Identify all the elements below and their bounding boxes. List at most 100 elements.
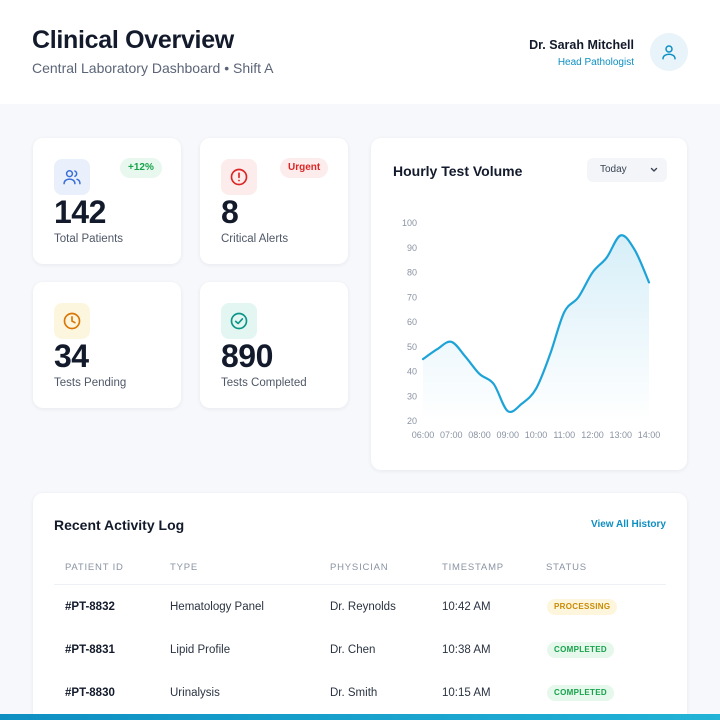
users-icon-box [54,159,90,195]
check-icon-box [221,303,257,339]
hourly-volume-chart: 20 30 40 50 60 70 80 90 100 06:00 07:00 08:00 09:00 1… [402,218,661,440]
y-tick-label: 30 [407,391,417,401]
data-point[interactable] [505,408,511,414]
data-point[interactable] [590,270,596,276]
y-tick-label: 80 [407,268,417,278]
data-point[interactable] [420,356,426,362]
stat-label: Tests Completed [221,377,307,389]
avatar[interactable] [650,33,688,71]
stat-label: Tests Pending [54,377,127,389]
data-point[interactable] [646,279,652,285]
status-badge: COMPLETED [547,685,614,701]
page-header: Clinical Overview Central Laboratory Das… [0,0,720,104]
stat-value: 34 [54,338,89,374]
range-select-value: Today [600,164,627,175]
data-point[interactable] [491,381,497,387]
chart-card: Hourly Test Volume Today 20 30 40 50 60 70 80 9… [371,138,687,470]
alert-icon-box [221,159,257,195]
timestamp: 10:38 AM [442,644,491,656]
check-circle-icon [230,312,248,330]
x-tick-label: 06:00 [412,430,435,440]
stat-card-total-patients[interactable]: +12% 142 Total Patients [33,138,181,264]
data-point[interactable] [604,255,610,261]
data-point[interactable] [477,371,483,377]
y-tick-label: 20 [407,416,417,426]
physician: Dr. Reynolds [330,601,396,613]
data-point[interactable] [575,294,581,300]
user-icon [662,45,676,60]
y-tick-label: 70 [407,292,417,302]
test-type: Urinalysis [170,687,220,699]
activity-log-card: Recent Activity Log View All History PAT… [33,493,687,720]
stat-card-critical-alerts[interactable]: Urgent 8 Critical Alerts [200,138,348,264]
data-point[interactable] [632,247,638,253]
data-point[interactable] [618,232,624,238]
status-badge: COMPLETED [547,642,614,658]
data-point[interactable] [448,339,454,345]
page-title: Clinical Overview [32,26,234,54]
data-point[interactable] [519,401,525,407]
stat-value: 142 [54,194,106,230]
x-tick-label: 07:00 [440,430,463,440]
column-header-timestamp[interactable]: TIMESTAMP [442,562,504,573]
x-tick-label: 12:00 [581,430,604,440]
x-tick-label: 13:00 [609,430,632,440]
patient-id: #PT-8830 [65,687,115,699]
column-header-type[interactable]: TYPE [170,562,199,573]
timestamp: 10:42 AM [442,601,491,613]
view-all-history-link[interactable]: View All History [590,519,666,530]
data-point[interactable] [533,386,539,392]
range-select[interactable]: Today [587,158,667,182]
clock-icon [63,312,81,330]
user-info[interactable]: Dr. Sarah Mitchell Head Pathologist [529,38,634,68]
data-point[interactable] [462,354,468,360]
stat-value: 8 [221,194,239,230]
stat-value: 890 [221,338,273,374]
volume-line [421,234,651,413]
data-point[interactable] [434,346,440,352]
volume-area-fill [423,235,649,421]
x-tick-label: 08:00 [468,430,491,440]
y-tick-label: 40 [407,367,417,377]
table-row[interactable]: #PT-8831 Lipid Profile Dr. Chen 10:38 AM… [33,642,687,686]
status-badge: PROCESSING [547,599,618,615]
users-icon [63,170,81,185]
table-row[interactable]: #PT-8832 Hematology Panel Dr. Reynolds 1… [33,599,687,643]
chart-title: Hourly Test Volume [393,163,523,179]
user-role: Head Pathologist [557,57,634,68]
stat-label: Critical Alerts [221,233,289,245]
column-header-patient-id[interactable]: PATIENT ID [65,562,124,573]
column-header-status[interactable]: STATUS [546,562,587,573]
table-title: Recent Activity Log [54,517,185,533]
x-tick-label: 14:00 [638,430,661,440]
data-point[interactable] [561,309,567,315]
test-type: Hematology Panel [170,601,264,613]
stat-card-tests-completed[interactable]: 890 Tests Completed [200,282,348,408]
user-name: Dr. Sarah Mitchell [529,38,634,52]
timestamp: 10:15 AM [442,687,491,699]
x-tick-label: 09:00 [496,430,519,440]
urgent-badge: Urgent [280,158,329,178]
physician: Dr. Smith [330,687,378,699]
alert-circle-icon [230,168,248,186]
header-divider [54,584,666,585]
clock-icon-box [54,303,90,339]
patient-id: #PT-8832 [65,601,115,613]
y-tick-label: 50 [407,342,417,352]
column-header-physician[interactable]: PHYSICIAN [330,562,389,573]
data-point[interactable] [547,351,553,357]
y-tick-label: 90 [407,243,417,253]
y-tick-label: 60 [407,317,417,327]
stat-card-tests-pending[interactable]: 34 Tests Pending [33,282,181,408]
growth-badge: +12% [120,158,162,178]
page-subtitle: Central Laboratory Dashboard • Shift A [32,60,274,76]
y-tick-label: 100 [402,218,417,228]
x-tick-label: 10:00 [525,430,548,440]
bottom-accent-bar [0,714,720,720]
stat-label: Total Patients [54,233,124,245]
chevron-down-icon [650,167,658,172]
test-type: Lipid Profile [170,644,231,656]
physician: Dr. Chen [330,644,376,656]
x-tick-label: 11:00 [553,430,575,440]
table-row[interactable]: #PT-8830 Urinalysis Dr. Smith 10:15 AM C… [33,685,687,720]
